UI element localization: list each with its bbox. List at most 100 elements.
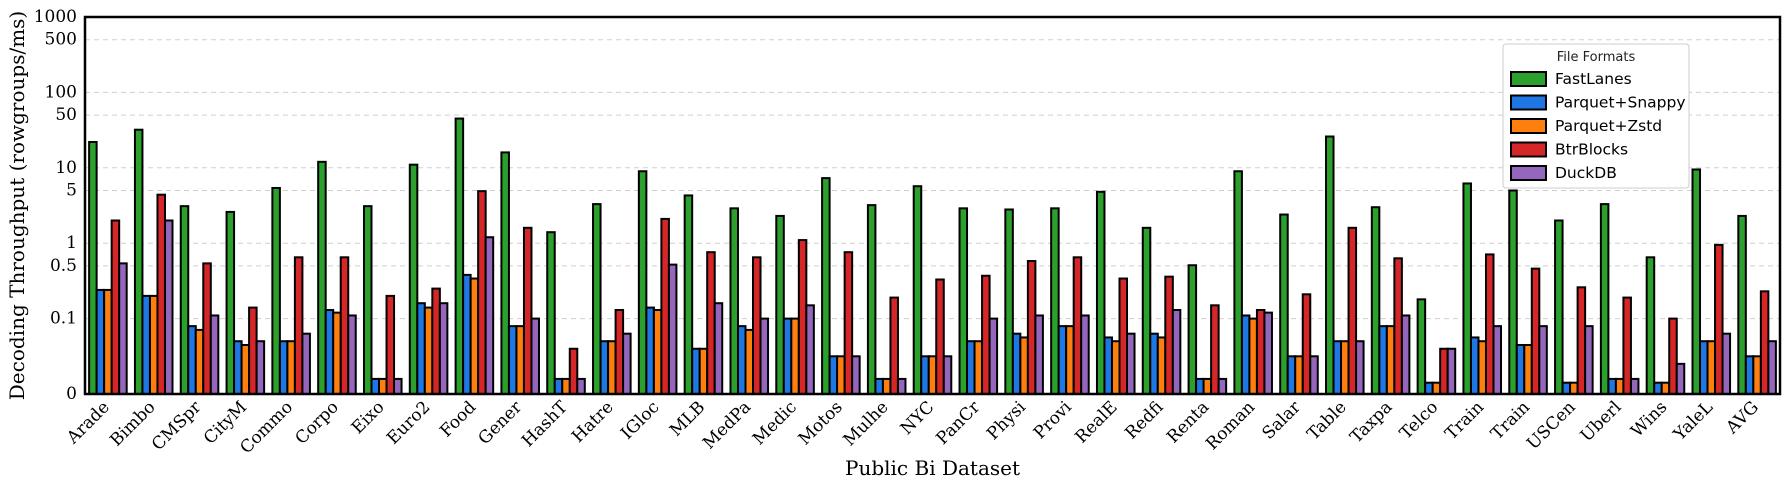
bar-fastlanes bbox=[1737, 214, 1747, 395]
x-tick-label: Corpo bbox=[292, 397, 343, 448]
legend-label: Parquet+Zstd bbox=[1555, 117, 1662, 135]
bar-duckdb bbox=[1263, 311, 1273, 395]
bar-btrblocks bbox=[1530, 267, 1541, 395]
x-tick-label: Uberl bbox=[1577, 397, 1626, 446]
bar-parquet-snappy bbox=[187, 325, 197, 396]
bar-fastlanes bbox=[88, 140, 98, 395]
bar-fastlanes bbox=[1004, 208, 1014, 395]
bar-btrblocks bbox=[935, 278, 945, 396]
y-tick-label: 1 bbox=[66, 233, 77, 253]
bar-duckdb bbox=[347, 314, 357, 396]
bar-fastlanes bbox=[1095, 190, 1106, 395]
bar-parquet-zstd bbox=[698, 347, 709, 396]
bar-parquet-snappy bbox=[1378, 325, 1388, 396]
bar-duckdb bbox=[1538, 325, 1548, 396]
bar-parquet-zstd bbox=[1248, 317, 1258, 396]
bar-parquet-snappy bbox=[1011, 332, 1022, 395]
x-tick-label: Motos bbox=[795, 397, 847, 449]
x-tick-label: Physi bbox=[983, 397, 1030, 444]
plot-frame bbox=[83, 15, 1782, 396]
bar-fastlanes bbox=[1279, 213, 1289, 395]
legend-swatch bbox=[1510, 94, 1547, 111]
bar-parquet-zstd bbox=[652, 309, 663, 395]
x-tick-label: Eixo bbox=[348, 397, 389, 438]
bar-duckdb bbox=[576, 377, 586, 396]
bar-duckdb bbox=[1446, 347, 1457, 396]
bar-parquet-snappy bbox=[95, 288, 106, 395]
bar-btrblocks bbox=[1484, 253, 1495, 395]
bar-fastlanes bbox=[912, 185, 923, 395]
x-tick-label: Mulhe bbox=[840, 397, 893, 450]
bar-parquet-snappy bbox=[553, 377, 564, 396]
x-tick-label: Telco bbox=[1396, 397, 1442, 443]
bar-fastlanes bbox=[1370, 206, 1381, 395]
bar-parquet-zstd bbox=[973, 340, 984, 395]
bar-duckdb bbox=[667, 263, 678, 395]
bar-duckdb bbox=[988, 317, 999, 396]
bar-parquet-snappy bbox=[1607, 377, 1617, 396]
bar-parquet-snappy bbox=[645, 306, 655, 395]
bar-btrblocks bbox=[568, 347, 579, 396]
bar-btrblocks bbox=[1622, 296, 1632, 395]
x-tick-label: AVG bbox=[1722, 397, 1763, 438]
bar-duckdb bbox=[896, 377, 907, 396]
y-tick-label: 1000 bbox=[34, 7, 77, 27]
x-tick-label: Provi bbox=[1030, 397, 1076, 443]
bar-fastlanes bbox=[729, 207, 739, 395]
bar-fastlanes bbox=[592, 203, 602, 395]
bar-parquet-snappy bbox=[1332, 340, 1343, 395]
bar-btrblocks bbox=[110, 219, 121, 395]
bar-parquet-snappy bbox=[1103, 336, 1113, 396]
bar-fastlanes bbox=[1141, 226, 1152, 395]
bar-btrblocks bbox=[981, 274, 991, 396]
legend-swatch bbox=[1510, 71, 1547, 87]
bar-parquet-zstd bbox=[332, 311, 342, 395]
x-tick-label: Table bbox=[1304, 397, 1351, 444]
bar-fastlanes bbox=[958, 207, 969, 395]
legend: File Formats FastLanes Parquet+Snappy Parq… bbox=[1502, 43, 1690, 189]
bar-duckdb bbox=[1217, 377, 1228, 396]
bar-parquet-zstd bbox=[790, 317, 800, 396]
bar-duckdb bbox=[1171, 309, 1182, 395]
bar-parquet-zstd bbox=[1110, 340, 1121, 395]
bar-fastlanes bbox=[1691, 168, 1702, 395]
legend-label: BtrBlocks bbox=[1555, 141, 1628, 159]
y-tick-label: 5 bbox=[66, 180, 77, 200]
y-tick-label: 0.1 bbox=[50, 309, 77, 329]
bar-parquet-snappy bbox=[416, 302, 426, 395]
bar-parquet-zstd bbox=[1431, 381, 1442, 396]
bar-duckdb bbox=[942, 355, 953, 395]
bar-fastlanes bbox=[408, 163, 419, 395]
bar-fastlanes bbox=[866, 204, 877, 395]
bar-parquet-zstd bbox=[881, 377, 892, 396]
bar-btrblocks bbox=[1164, 275, 1174, 395]
bar-fastlanes bbox=[1645, 256, 1656, 395]
bar-btrblocks bbox=[1714, 243, 1724, 395]
bar-fastlanes bbox=[1187, 264, 1198, 395]
bar-fastlanes bbox=[133, 128, 144, 395]
bar-parquet-zstd bbox=[1340, 340, 1350, 395]
bar-fastlanes bbox=[637, 170, 648, 395]
x-tick-label: Wins bbox=[1627, 397, 1671, 441]
y-axis: 0 0.1 0.5 1 510 50 100 500 1000 bbox=[34, 7, 77, 404]
y-axis-title: Decoding Throughput (rowgroups/ms) bbox=[5, 11, 29, 400]
bar-parquet-snappy bbox=[1057, 325, 1068, 396]
bar-duckdb bbox=[393, 377, 403, 396]
bar-parquet-zstd bbox=[927, 355, 938, 395]
bar-parquet-zstd bbox=[1202, 377, 1213, 396]
x-tick-label: MedPa bbox=[699, 397, 755, 453]
bar-duckdb bbox=[1721, 332, 1732, 395]
bar-duckdb bbox=[163, 219, 174, 395]
bar-btrblocks bbox=[293, 256, 304, 395]
bar-btrblocks bbox=[706, 251, 716, 395]
bar-fastlanes bbox=[1462, 182, 1472, 395]
bar-btrblocks bbox=[385, 294, 396, 396]
bar-parquet-snappy bbox=[920, 355, 930, 395]
bar-parquet-snappy bbox=[278, 340, 289, 395]
y-tick-label: 10 bbox=[55, 158, 77, 178]
bar-duckdb bbox=[1629, 377, 1640, 396]
bar-duckdb bbox=[530, 317, 540, 396]
bar-parquet-zstd bbox=[1477, 340, 1487, 395]
bar-duckdb bbox=[209, 314, 220, 396]
bar-duckdb bbox=[1355, 340, 1365, 395]
